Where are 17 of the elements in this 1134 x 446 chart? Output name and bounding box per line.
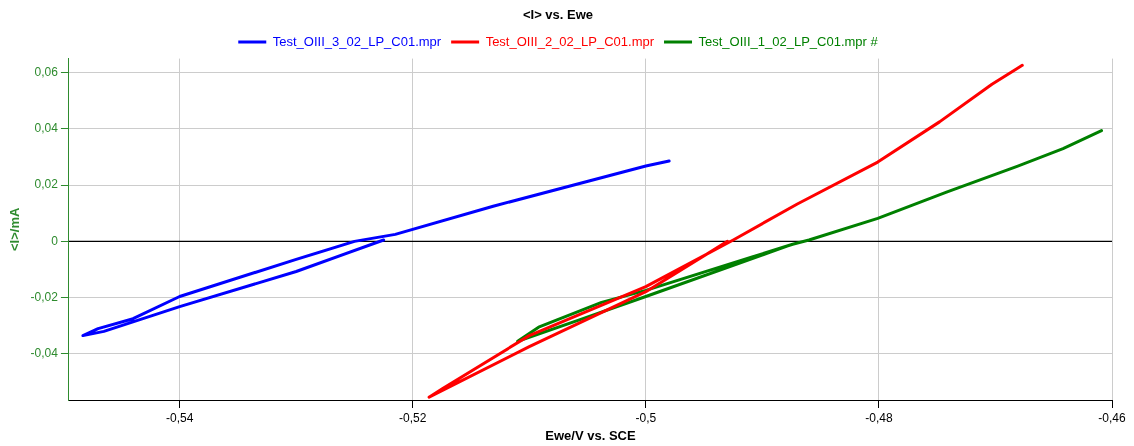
y-tick-label: -0,02: [30, 289, 59, 304]
x-tick-label: -0,54: [165, 410, 194, 425]
x-tick-label: -0,5: [635, 410, 657, 425]
legend-label: Test_OIII_2_02_LP_C01.mpr: [485, 33, 655, 49]
legend-label: Test_OIII_1_02_LP_C01.mpr #: [698, 33, 879, 49]
y-tick-label: 0,02: [34, 177, 59, 192]
legend-label: Test_OIII_3_02_LP_C01.mpr: [272, 33, 442, 49]
y-tick-label: 0,04: [34, 121, 59, 136]
x-axis-title: Ewe/V vs. SCE: [545, 427, 636, 443]
y-tick-label: 0,06: [34, 64, 59, 79]
y-axis-title: <I>/mA: [7, 207, 23, 251]
x-tick-label: -0,52: [399, 410, 427, 425]
y-tick-label: 0: [51, 233, 59, 248]
x-tick-label: -0,48: [865, 410, 893, 425]
y-tick-label: -0,04: [30, 346, 59, 361]
chart-title: <I> vs. Ewe: [522, 7, 594, 23]
x-tick-label: -0,46: [1098, 410, 1126, 425]
